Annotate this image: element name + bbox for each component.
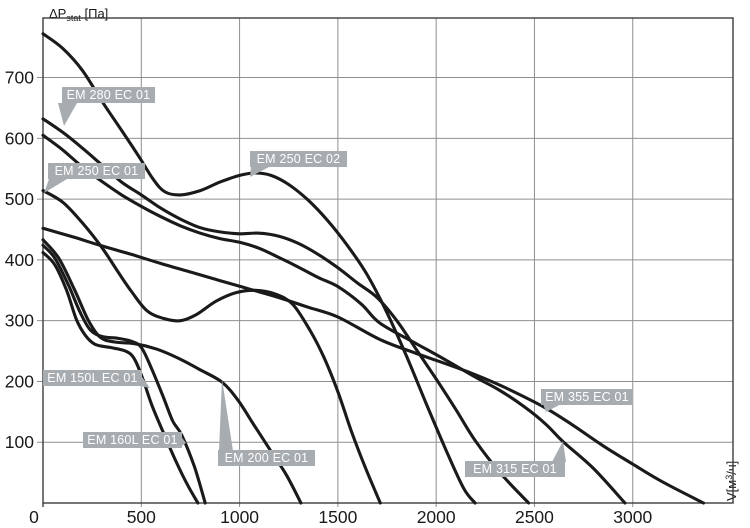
callout-label: EM 150L EC 01 [47,371,137,385]
y-tick-label-600: 600 [5,128,34,148]
callout-pointer [552,441,566,462]
callout-box [541,389,633,405]
plot-frame [42,17,734,504]
callout-label: EM 315 EC 01 [473,462,557,476]
y-tick-label-300: 300 [5,311,34,331]
callout-em-200-ec-01: EM 200 EC 01 [218,379,315,466]
callout-pointer [44,179,67,193]
y-tick-label-500: 500 [5,189,34,209]
y-axis-title-unit: [Па] [80,6,109,21]
callout-em-250-ec-02: EM 250 EC 02 [250,151,347,177]
callout-label: EM 250 EC 01 [55,164,139,178]
x-tick-label-2000: 2000 [417,507,456,527]
x-tick-label-1500: 1500 [318,507,357,527]
callout-em-250-ec-01: EM 250 EC 01 [44,163,145,193]
callout-label: EM 250 EC 02 [257,152,341,166]
x-tick-label-500: 500 [127,507,156,527]
y-tick-label-100: 100 [5,432,34,452]
curve-em-200-ec-01 [41,238,303,505]
callout-em-280-ec-01: EM 280 EC 01 [58,87,155,126]
callout-label: EM 280 EC 01 [67,88,151,102]
curve-em-250-ec-01 [41,189,382,505]
x-tick-label-3000: 3000 [613,507,652,527]
callout-box [218,450,315,466]
callout-em-315-ec-01: EM 315 EC 01 [465,441,566,477]
callout-pointer [543,404,561,412]
callout-em-355-ec-01: EM 355 EC 01 [541,389,633,412]
callout-label: EM 355 EC 01 [545,390,629,404]
callout-box [83,432,182,448]
curve-em-315-ec-01 [41,133,627,505]
curve-em-160l-ec-01 [41,243,207,505]
x-tick-label-0: 0 [29,507,39,527]
y-tick-label-200: 200 [5,371,34,391]
callout-label: EM 200 EC 01 [225,451,309,465]
callout-pointer [250,167,269,177]
callout-pointer [219,379,233,451]
callout-pointer [58,103,77,126]
callout-box [48,163,145,179]
x-tick-label-2500: 2500 [515,507,554,527]
callout-em-150l-ec-01: EM 150L EC 01 [43,370,150,388]
x-tick-label-1000: 1000 [220,507,259,527]
callout-box [465,461,565,477]
y-axis-title-main: ΔP [49,6,67,21]
y-tick-label-700: 700 [5,68,34,88]
callout-pointer [140,374,150,388]
curve-em-150l-ec-01 [41,251,200,505]
callout-label: EM 160L EC 01 [87,433,177,447]
y-tick-label-400: 400 [5,250,34,270]
callout-em-160l-ec-01: EM 160L EC 01 [83,432,186,448]
curve-em-280-ec-01 [41,117,531,505]
callout-box [250,151,347,167]
callout-box [62,87,155,103]
callout-box [43,370,142,386]
curve-em-355-ec-01 [41,226,706,505]
y-axis-title: ΔPstat [Па] [47,6,111,25]
